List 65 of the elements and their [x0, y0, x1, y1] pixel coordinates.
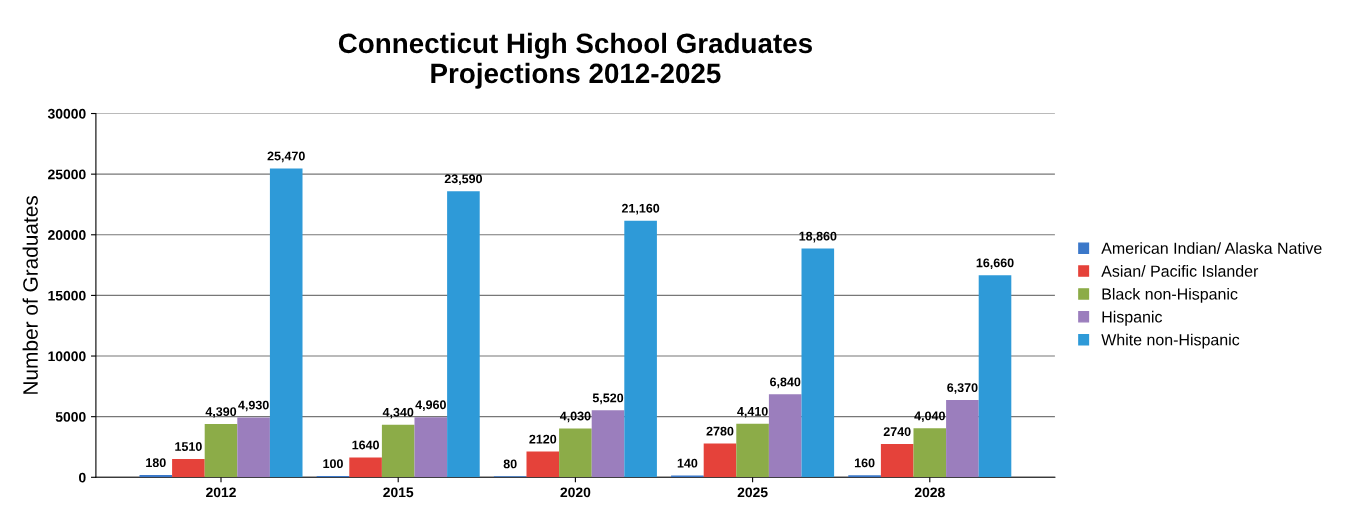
bar — [801, 248, 835, 478]
x-tick-label: 2020 — [560, 487, 591, 498]
bar — [768, 394, 802, 478]
bar — [978, 275, 1012, 478]
legend-label: Asian/ Pacific Islander — [1101, 265, 1259, 277]
x-tick-label: 2012 — [206, 487, 236, 498]
data-label: 23,590 — [444, 174, 483, 186]
bar — [139, 475, 173, 478]
bar — [237, 417, 270, 478]
bar — [414, 417, 448, 478]
data-label: 6,370 — [947, 383, 978, 394]
data-label: 80 — [503, 459, 517, 469]
chart-title: Connecticut High School Graduates Projections 2012-2025 — [338, 32, 812, 89]
bar — [913, 428, 947, 478]
bar — [526, 451, 560, 478]
bar — [559, 428, 592, 478]
data-label: 4,960 — [415, 400, 446, 411]
y-tick-label: 25000 — [48, 169, 86, 180]
data-label: 160 — [854, 458, 875, 468]
bar — [591, 410, 625, 478]
data-label: 4,410 — [737, 406, 768, 418]
data-label: 21,160 — [621, 203, 660, 215]
data-label: 180 — [146, 458, 166, 468]
legend-label: Hispanic — [1102, 310, 1163, 326]
data-label: 1640 — [352, 440, 379, 450]
data-label: 140 — [677, 458, 698, 468]
data-label: 4,340 — [382, 407, 414, 419]
x-tick-label: 2015 — [383, 487, 414, 498]
data-label: 1510 — [175, 442, 202, 451]
bar — [204, 424, 238, 478]
data-label: 4,030 — [559, 411, 591, 423]
y-tick-label: 0 — [79, 472, 86, 483]
bar — [624, 220, 657, 478]
bar — [381, 424, 415, 478]
x-tick-label: 2028 — [914, 487, 945, 498]
data-label: 5,520 — [592, 393, 624, 405]
bar — [349, 457, 382, 478]
x-tick-label: 2025 — [737, 487, 768, 498]
legend-label: White non-Hispanic — [1101, 333, 1240, 349]
y-tick-label: 10000 — [48, 351, 86, 362]
bar — [946, 400, 979, 478]
y-tick-label: 20000 — [48, 230, 86, 240]
bar — [703, 443, 737, 478]
y-tick-label: 30000 — [47, 108, 86, 119]
bar — [447, 191, 480, 478]
legend-label: American Indian/ Alaska Native — [1101, 242, 1322, 254]
data-label: 2740 — [883, 427, 911, 437]
y-tick-label: 15000 — [48, 290, 86, 301]
data-label: 2120 — [529, 434, 557, 444]
data-label: 16,660 — [976, 258, 1014, 270]
data-label: 18,860 — [799, 231, 837, 243]
data-label: 2780 — [706, 426, 734, 436]
data-label: 25,470 — [267, 151, 305, 163]
data-label: 6,840 — [770, 377, 801, 389]
bar — [880, 444, 914, 478]
data-label: 4,040 — [914, 411, 945, 423]
bar — [736, 423, 769, 478]
y-axis-title: Number of Graduates — [22, 195, 38, 394]
y-tick-label: 5000 — [55, 412, 86, 422]
bar — [172, 458, 205, 478]
data-label: 4,930 — [238, 400, 269, 412]
bar — [269, 168, 303, 478]
data-label: 4,390 — [205, 407, 237, 418]
legend-label: Black non-Hispanic — [1102, 287, 1238, 303]
data-label: 100 — [323, 459, 343, 469]
